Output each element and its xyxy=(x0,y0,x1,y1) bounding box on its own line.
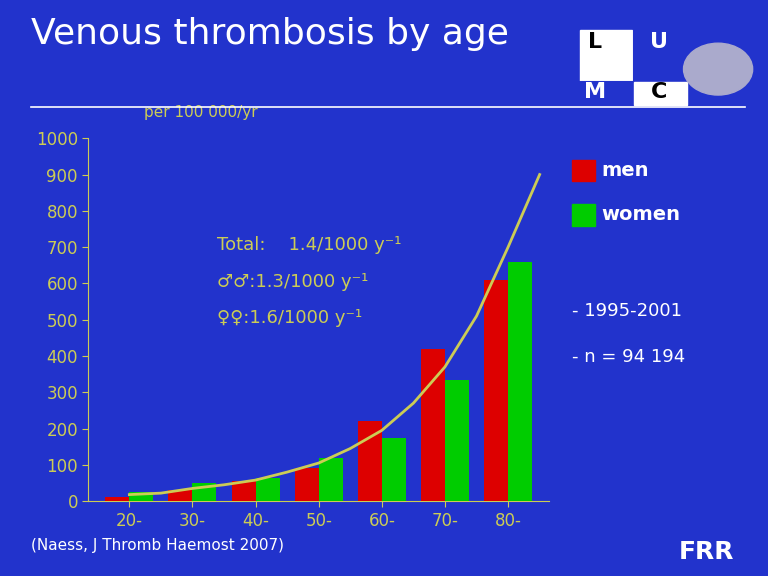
Text: M: M xyxy=(584,82,606,102)
Text: - n = 94 194: - n = 94 194 xyxy=(572,348,685,366)
Bar xyxy=(193,483,217,501)
Text: men: men xyxy=(601,161,649,180)
Text: (Naess, J Thromb Haemost 2007): (Naess, J Thromb Haemost 2007) xyxy=(31,538,283,553)
Bar xyxy=(421,348,445,501)
Text: FRR: FRR xyxy=(679,540,734,564)
Bar xyxy=(168,490,193,501)
Text: ♀♀:1.6/1000 y⁻¹: ♀♀:1.6/1000 y⁻¹ xyxy=(217,309,362,327)
Bar xyxy=(256,478,280,501)
Bar xyxy=(445,380,469,501)
Text: Total:    1.4/1000 y⁻¹: Total: 1.4/1000 y⁻¹ xyxy=(217,236,402,254)
Text: U: U xyxy=(650,32,668,52)
Text: C: C xyxy=(650,82,667,102)
Bar xyxy=(358,421,382,501)
Bar xyxy=(232,481,256,501)
Bar xyxy=(508,262,532,501)
Text: L: L xyxy=(588,32,602,52)
Bar xyxy=(129,492,154,501)
Bar xyxy=(382,438,406,501)
Bar xyxy=(105,498,129,501)
Text: per 100 000/yr: per 100 000/yr xyxy=(144,105,257,120)
Text: women: women xyxy=(601,206,680,224)
Bar xyxy=(484,280,508,501)
Bar xyxy=(295,468,319,501)
Text: Venous thrombosis by age: Venous thrombosis by age xyxy=(31,17,508,51)
Text: ♂♂:1.3/1000 y⁻¹: ♂♂:1.3/1000 y⁻¹ xyxy=(217,272,369,290)
Text: - 1995-2001: - 1995-2001 xyxy=(572,302,682,320)
Bar xyxy=(319,457,343,501)
